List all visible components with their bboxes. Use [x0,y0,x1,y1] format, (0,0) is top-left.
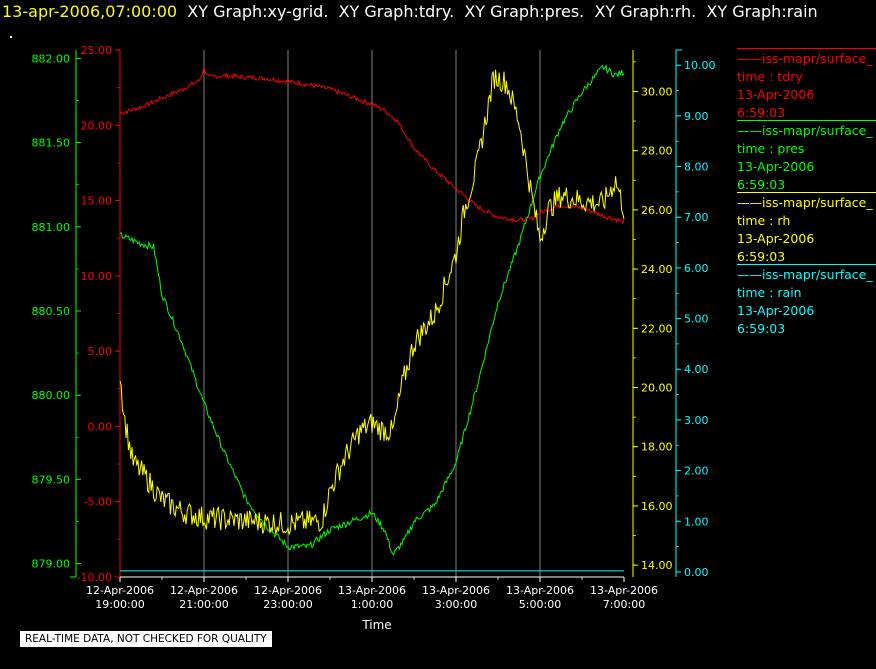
legend-time: 6:59:03 [737,249,786,264]
pres-tick-label: 881.50 [32,137,71,150]
x-tick-label-date: 12-Apr-2006 [254,584,322,597]
x-tick-label-time: 3:00:00 [435,598,477,611]
rain-tick-label: 1.00 [684,515,709,528]
legend-name: ——iss-mapr/surface_ [737,267,873,282]
legend-name: ——iss-mapr/surface_ [737,195,873,210]
legend-name: ——iss-mapr/surface_ [737,123,873,138]
graph-name: XY Graph:rain [696,2,818,21]
graph-name: XY Graph:xy-grid. [177,2,329,21]
pres-tick-label: 879.00 [32,558,71,571]
rh-tick-label: 16.00 [641,500,673,513]
tdry-tick-label: 10.00 [81,270,113,283]
graph-name: XY Graph:pres. [454,2,585,21]
tdry-tick-label: -10.00 [77,571,112,584]
x-tick-label-time: 21:00:00 [179,598,228,611]
rain-tick-label: 6.00 [684,262,709,275]
graph-names: XY Graph:xy-grid. XY Graph:tdry. XY Grap… [177,2,818,21]
rain-tick-label: 5.00 [684,313,709,326]
tdry-tick-label: 15.00 [81,195,113,208]
rh-tick-label: 26.00 [641,204,673,217]
rain-tick-label: 4.00 [684,363,709,376]
rh-tick-label: 18.00 [641,441,673,454]
x-tick-label-date: 13-Apr-2006 [422,584,490,597]
graph-name: XY Graph:rh. [584,2,697,21]
x-tick-label-time: 19:00:00 [95,598,144,611]
series-rh-line [119,69,625,536]
x-tick-label-time: 7:00:00 [603,598,645,611]
legend-date: 13-Apr-2006 [737,87,815,102]
pres-tick-label: 879.50 [32,473,71,486]
rh-tick-label: 28.00 [641,145,673,158]
series-tdry-line [119,66,625,225]
legend-entry-tdry: ——iss-mapr/surface_time : tdry 13-Apr-200… [737,48,876,122]
tdry-tick-label: 25.00 [81,44,113,57]
rain-tick-label: 3.00 [684,414,709,427]
legend-time: 6:59:03 [737,105,786,120]
legend-date: 13-Apr-2006 [737,303,815,318]
legend-field: time : rain [737,285,802,300]
legend-date: 13-Apr-2006 [737,231,815,246]
rh-tick-label: 30.00 [641,85,673,98]
tdry-tick-label: -5.00 [84,496,112,509]
legend-entry-rain: ——iss-mapr/surface_time : rain 13-Apr-200… [737,264,876,338]
rh-tick-label: 20.00 [641,382,673,395]
x-tick-label-time: 1:00:00 [351,598,393,611]
dot-mark [10,36,12,38]
pres-tick-label: 882.00 [32,52,71,65]
legend-field: time : rh [737,213,791,228]
x-tick-label-date: 12-Apr-2006 [170,584,238,597]
rain-tick-label: 0.00 [684,566,709,579]
quality-banner: REAL-TIME DATA, NOT CHECKED FOR QUALITY [20,631,272,647]
legend-separator [737,120,876,121]
x-tick-label-date: 12-Apr-2006 [86,584,154,597]
graph-name: XY Graph:tdry. [328,2,455,21]
legend-entry-pres: ——iss-mapr/surface_time : pres 13-Apr-200… [737,120,876,194]
x-axis-label: Time [361,618,391,632]
legend-separator [737,192,876,193]
pres-tick-label: 881.00 [32,221,71,234]
tdry-tick-label: 0.00 [88,420,113,433]
x-tick-label-time: 5:00:00 [519,598,561,611]
legend-separator [737,48,876,49]
rh-tick-label: 24.00 [641,263,673,276]
legend-field: time : pres [737,141,805,156]
legend-separator [737,264,876,265]
timestamp: 13-apr-2006,07:00:00 [2,2,178,21]
legend-name: ——iss-mapr/surface_ [737,51,873,66]
rh-tick-label: 14.00 [641,559,673,572]
legend-time: 6:59:03 [737,321,786,336]
x-tick-label-date: 13-Apr-2006 [590,584,658,597]
pres-tick-label: 880.00 [32,389,71,402]
rh-tick-label: 22.00 [641,322,673,335]
rain-tick-label: 10.00 [684,59,716,72]
legend-time: 6:59:03 [737,177,786,192]
tdry-tick-label: 5.00 [88,345,113,358]
graph-title: 13-apr-2006,07:00:00 XY Graph:xy-grid. X… [2,2,818,21]
x-tick-label-date: 13-Apr-2006 [338,584,406,597]
x-tick-label-time: 23:00:00 [263,598,312,611]
legend-date: 13-Apr-2006 [737,159,815,174]
rain-tick-label: 8.00 [684,161,709,174]
rain-tick-label: 9.00 [684,110,709,123]
x-tick-label-date: 13-Apr-2006 [506,584,574,597]
legend-field: time : tdry [737,69,803,84]
pres-tick-label: 880.50 [32,305,71,318]
legend-entry-rh: ——iss-mapr/surface_time : rh 13-Apr-2006 6… [737,192,876,266]
tdry-tick-label: 20.00 [81,119,113,132]
series-pres-line [119,63,625,557]
rain-tick-label: 7.00 [684,211,709,224]
rain-tick-label: 2.00 [684,465,709,478]
